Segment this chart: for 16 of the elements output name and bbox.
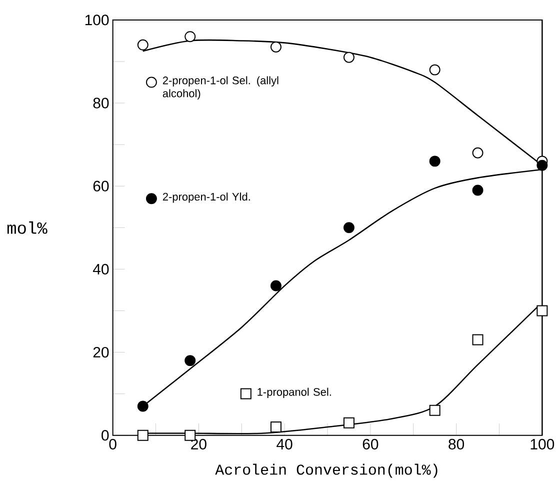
y-tick-label: 0	[102, 430, 109, 441]
y-tick-label: 60	[93, 180, 109, 192]
x-axis-title: Acrolein Conversion(mol%)	[215, 464, 438, 478]
y-axis-title: mol%	[7, 221, 48, 234]
x-tick-label: 0	[109, 438, 116, 450]
y-tick-label: 100	[85, 14, 109, 26]
x-tick-label: 100	[530, 438, 554, 450]
y-tick-label: 40	[92, 264, 109, 274]
x-tick-label: 80	[448, 438, 464, 450]
legend-label: 1-propanol Sel.	[258, 388, 331, 398]
y-tick-label: 20	[93, 346, 109, 358]
legend-label: 2-propen-1-ol Sel. (allyl alcohol)	[162, 76, 278, 100]
x-tick-label: 40	[276, 438, 292, 450]
legend-label: 2-propen-1-ol Yld.	[162, 192, 250, 203]
x-tick-label: 60	[362, 438, 378, 450]
y-tick-label: 80	[93, 98, 109, 108]
